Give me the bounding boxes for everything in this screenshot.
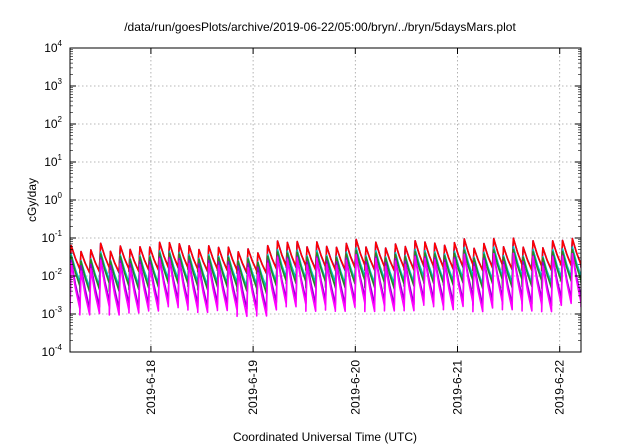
x-axis-label: Coordinated Universal Time (UTC): [233, 430, 417, 444]
y-axis-label: cGy/day: [25, 178, 39, 222]
series-line: [70, 252, 581, 318]
y-tick-label: 102: [44, 115, 62, 131]
y-tick-label: 101: [44, 153, 62, 169]
y-tick-label: 10-2: [42, 267, 63, 283]
series-lines: [70, 237, 581, 318]
x-tick-label: 2019-6-19: [246, 360, 260, 415]
y-tick-label: 104: [44, 39, 62, 55]
x-tick-label: 2019-6-18: [144, 360, 158, 415]
y-tick-label: 10-1: [42, 229, 63, 245]
y-tick-label: 10-3: [42, 305, 63, 321]
y-tick-label: 10-4: [42, 343, 63, 359]
x-tick-label: 2019-6-20: [348, 360, 362, 415]
x-tick-label: 2019-6-21: [451, 360, 465, 415]
axis-ticks: 10-4 10-3 10-2 10-1 100 101 102 103 104 2019-6-18…: [42, 39, 581, 415]
x-tick-label: 2019-6-22: [553, 360, 567, 415]
chart-title: /data/run/goesPlots/archive/2019-06-22/0…: [124, 20, 516, 34]
y-tick-label: 100: [44, 191, 62, 207]
y-tick-label: 103: [44, 77, 62, 93]
